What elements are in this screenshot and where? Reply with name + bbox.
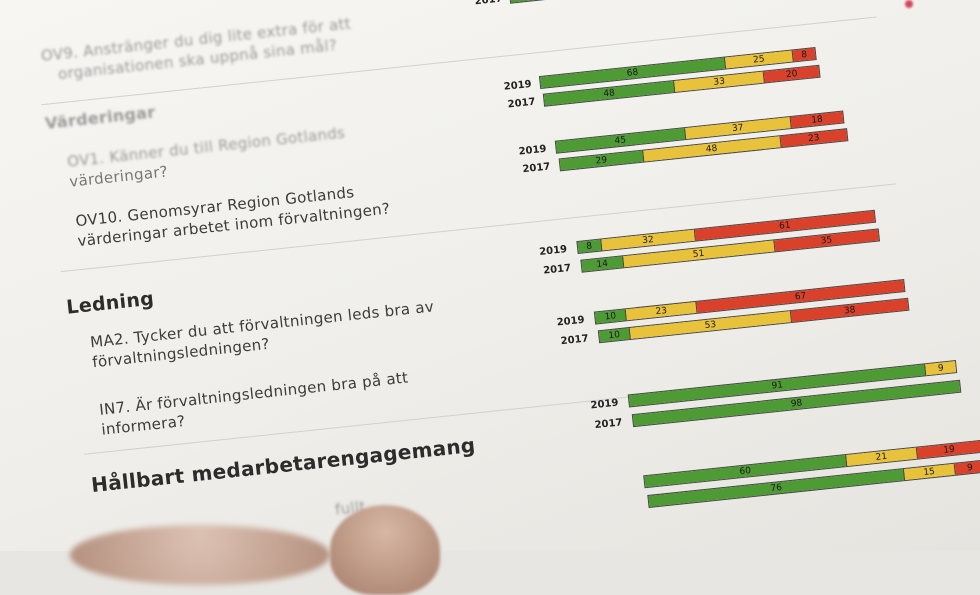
neutral-segment: 21 (845, 447, 918, 467)
negative-segment: 8 (792, 48, 816, 62)
negative-segment: 9 (954, 460, 980, 475)
negative-segment: 23 (780, 129, 848, 148)
positive-segment: 29 (559, 150, 644, 171)
year-label: 2019 (590, 397, 619, 412)
year-label: 2017 (474, 0, 504, 8)
section-title: Hållbart medarbetarengagemang (89, 432, 477, 498)
red-pen-mark (905, 0, 913, 8)
positive-segment: 65 (509, 0, 685, 3)
negative-segment: 20 (763, 65, 820, 83)
year-label: 2017 (522, 161, 551, 176)
printed-report-page: OV9. Anstränger du dig lite extra för at… (0, 0, 980, 551)
positive-segment: 10 (594, 309, 627, 324)
negative-segment: 35 (774, 229, 879, 252)
year-label: 2017 (507, 96, 537, 111)
neutral-segment: 9 (925, 361, 957, 376)
positive-segment: 8 (577, 239, 603, 253)
negative-segment: 19 (916, 440, 980, 459)
year-label: 2019 (538, 244, 568, 258)
neutral-segment: 33 (674, 71, 766, 92)
neutral-segment: 23 (625, 301, 698, 321)
question-text-line: OV1. Känner du till Region Gotlands (66, 123, 346, 171)
neutral-segment: 25 (724, 50, 794, 69)
year-label: 2017 (560, 333, 590, 348)
year-label: 2019 (503, 78, 533, 93)
year-label: 2017 (594, 417, 624, 432)
negative-segment: 38 (791, 298, 909, 322)
neutral-segment: 32 (600, 229, 696, 251)
year-label: 2019 (556, 314, 586, 329)
year-label: 2017 (542, 262, 572, 277)
stacked-bar: 652411 (508, 0, 779, 4)
section-title: Värderingar (44, 102, 157, 133)
year-label: 2019 (518, 143, 548, 158)
fingertip (330, 505, 440, 595)
neutral-segment: 15 (903, 463, 956, 481)
negative-segment: 18 (790, 111, 844, 128)
positive-segment: 14 (581, 256, 625, 272)
finger-blur (70, 525, 330, 585)
question-text-line: IN7. Är förvaltningsledningen bra på att (98, 368, 410, 419)
section-title: Ledning (65, 287, 156, 319)
positive-segment: 10 (598, 328, 631, 343)
